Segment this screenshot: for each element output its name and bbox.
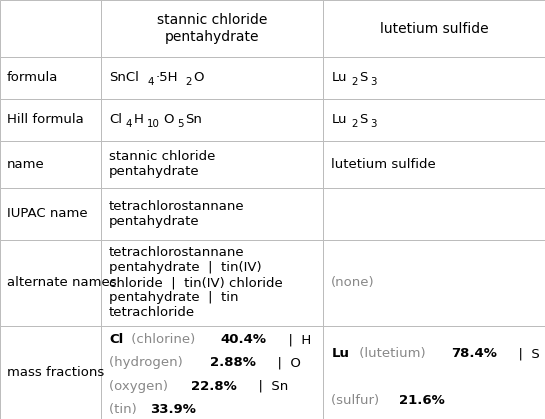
Text: (oxygen): (oxygen) <box>109 380 172 393</box>
Text: (lutetium): (lutetium) <box>355 347 429 360</box>
Text: 40.4%: 40.4% <box>221 333 267 346</box>
Text: stannic chloride
pentahydrate: stannic chloride pentahydrate <box>157 13 267 44</box>
Text: S: S <box>360 114 368 127</box>
Text: 78.4%: 78.4% <box>451 347 497 360</box>
Bar <box>323 188 545 240</box>
Text: 4: 4 <box>148 77 154 87</box>
Bar <box>323 326 545 419</box>
Text: |  S: | S <box>510 347 540 360</box>
Text: O: O <box>193 72 204 85</box>
Text: 4: 4 <box>126 119 132 129</box>
Text: (sulfur): (sulfur) <box>331 394 384 407</box>
Text: formula: formula <box>7 72 58 85</box>
Text: 21.6%: 21.6% <box>399 394 445 407</box>
Text: tetrachlorostannane
pentahydrate  |  tin(IV)
chloride  |  tin(IV) chloride
penta: tetrachlorostannane pentahydrate | tin(I… <box>109 246 283 319</box>
Text: 2: 2 <box>352 77 358 87</box>
Text: alternate names: alternate names <box>7 276 117 289</box>
Text: Hill formula: Hill formula <box>7 114 84 127</box>
Text: mass fractions: mass fractions <box>7 366 104 379</box>
Bar <box>101 99 323 141</box>
Text: |  H: | H <box>280 333 312 346</box>
Bar <box>101 188 323 240</box>
Text: ·5H: ·5H <box>156 72 178 85</box>
Bar <box>0 326 101 419</box>
Text: tetrachlorostannane
pentahydrate: tetrachlorostannane pentahydrate <box>109 200 245 228</box>
Bar <box>0 240 101 326</box>
Text: (tin): (tin) <box>109 403 141 416</box>
Bar <box>0 57 101 99</box>
Text: O: O <box>164 114 174 127</box>
Bar <box>0 141 101 188</box>
Text: Sn: Sn <box>185 114 202 127</box>
Bar <box>323 0 545 57</box>
Bar <box>0 188 101 240</box>
Text: 5: 5 <box>177 119 184 129</box>
Text: Lu: Lu <box>331 72 347 85</box>
Bar <box>101 141 323 188</box>
Text: Cl: Cl <box>109 114 122 127</box>
Text: Lu: Lu <box>331 347 349 360</box>
Text: |  Sn: | Sn <box>250 380 288 393</box>
Bar <box>0 99 101 141</box>
Text: 2: 2 <box>352 119 358 129</box>
Text: (hydrogen): (hydrogen) <box>109 357 187 370</box>
Text: IUPAC name: IUPAC name <box>7 207 88 220</box>
Text: 2: 2 <box>185 77 191 87</box>
Bar <box>101 0 323 57</box>
Bar <box>101 57 323 99</box>
Bar <box>323 240 545 326</box>
Text: 3: 3 <box>371 77 377 87</box>
Text: Cl: Cl <box>109 333 123 346</box>
Bar <box>101 240 323 326</box>
Text: Lu: Lu <box>331 114 347 127</box>
Bar <box>0 0 101 57</box>
Text: H: H <box>134 114 144 127</box>
Text: (chlorine): (chlorine) <box>128 333 200 346</box>
Bar <box>323 141 545 188</box>
Text: 22.8%: 22.8% <box>191 380 237 393</box>
Bar <box>323 57 545 99</box>
Text: lutetium sulfide: lutetium sulfide <box>380 21 488 36</box>
Bar <box>101 326 323 419</box>
Text: lutetium sulfide: lutetium sulfide <box>331 158 436 171</box>
Text: name: name <box>7 158 45 171</box>
Text: stannic chloride
pentahydrate: stannic chloride pentahydrate <box>109 150 215 178</box>
Text: 33.9%: 33.9% <box>150 403 196 416</box>
Text: S: S <box>360 72 368 85</box>
Text: 3: 3 <box>371 119 377 129</box>
Text: |  O: | O <box>269 357 301 370</box>
Text: 10: 10 <box>147 119 160 129</box>
Text: SnCl: SnCl <box>109 72 139 85</box>
Text: 2.88%: 2.88% <box>210 357 256 370</box>
Bar <box>323 99 545 141</box>
Text: (none): (none) <box>331 276 375 289</box>
